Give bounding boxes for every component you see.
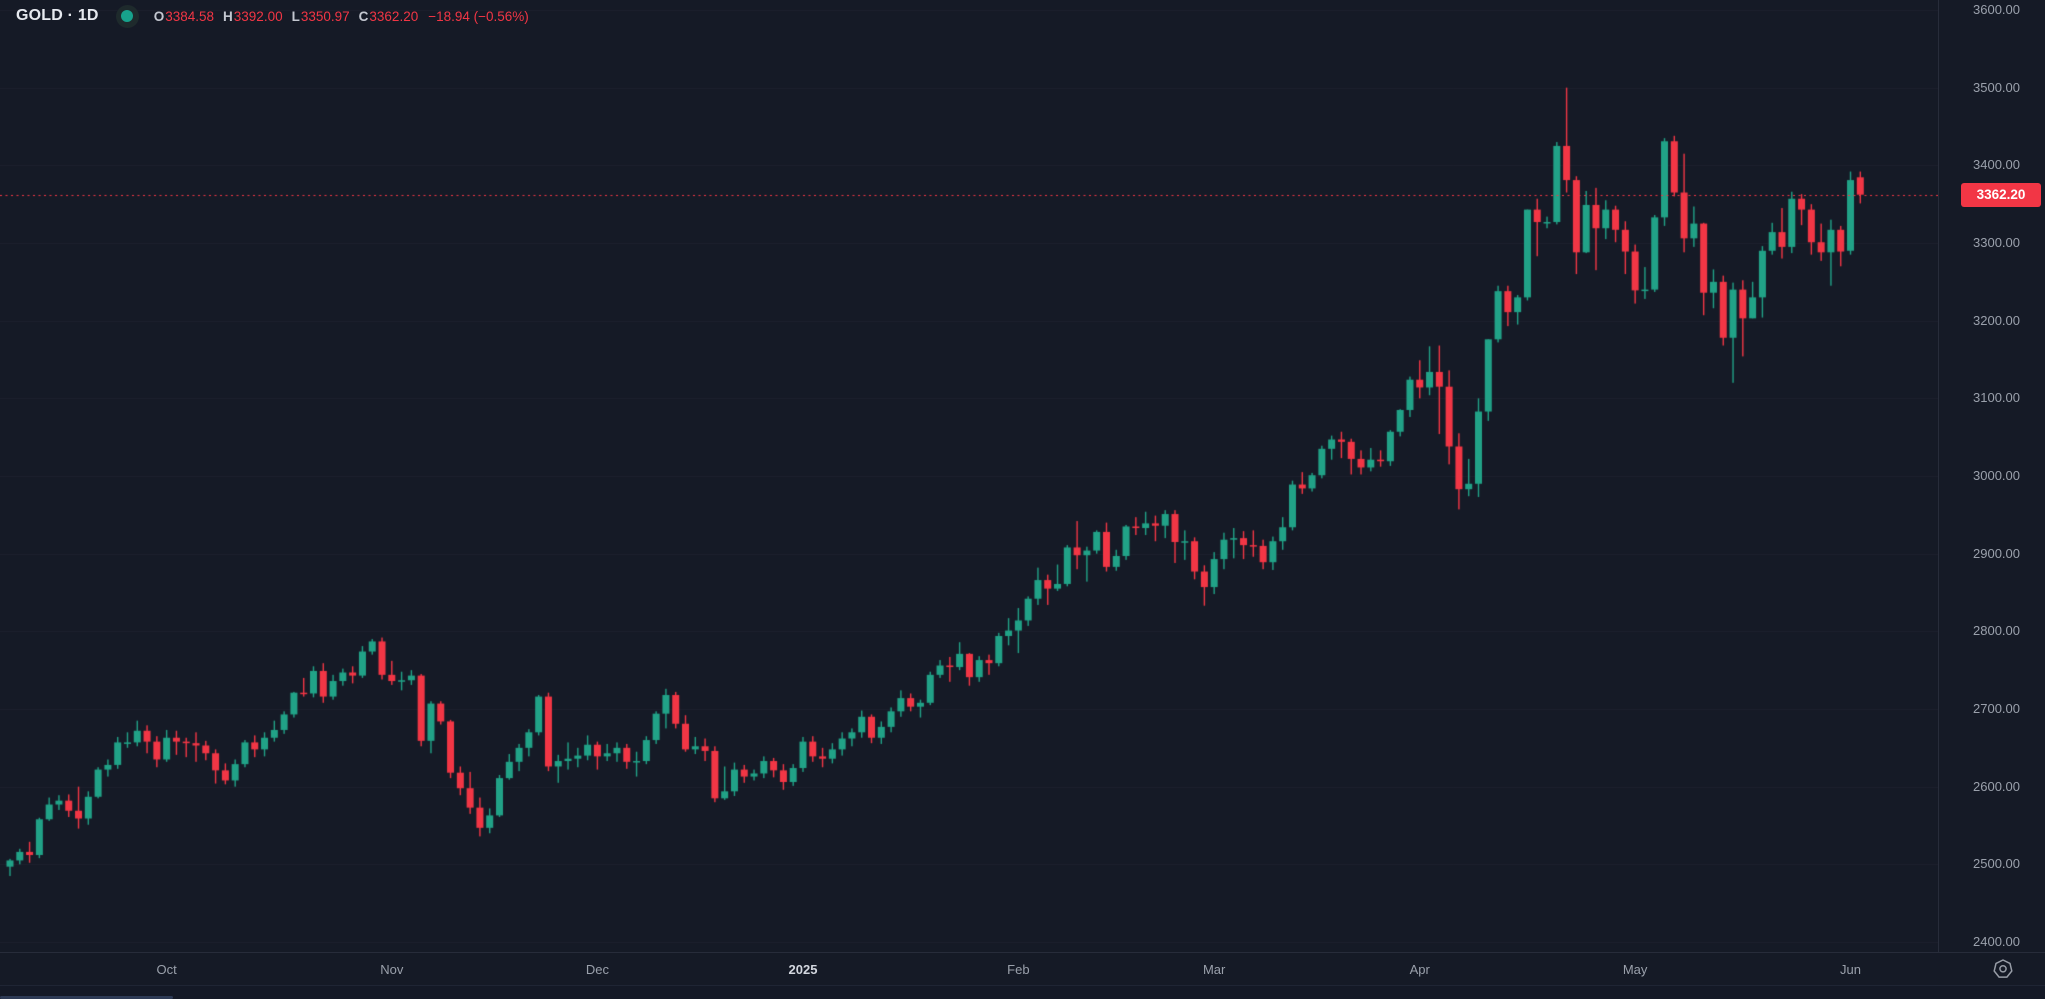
price-axis-label: 3600.00 xyxy=(1973,2,2020,17)
high-value: 3392.00 xyxy=(233,8,283,24)
open-value: 3384.58 xyxy=(165,8,215,24)
time-axis-label: Jun xyxy=(1840,962,1861,977)
symbol-logo-icon xyxy=(115,4,139,28)
price-change: −18.94 (−0.56%) xyxy=(428,8,529,24)
time-axis-label: Feb xyxy=(1007,962,1030,977)
price-axis-label: 3000.00 xyxy=(1973,468,2020,483)
price-axis-label: 3500.00 xyxy=(1973,79,2020,95)
price-axis-label: 3200.00 xyxy=(1973,312,2020,328)
time-axis-label: Nov xyxy=(380,962,404,977)
price-axis-label: 2400.00 xyxy=(1973,934,2020,949)
chart-legend: GOLD · 1D O 3384.58 H 3392.00 L 3350.97 … xyxy=(16,3,529,29)
time-axis-label: May xyxy=(1622,962,1648,977)
time-axis[interactable]: Oct Nov Dec 2025 Feb Mar Apr May Jun xyxy=(0,952,2045,986)
low-value: 3350.97 xyxy=(300,8,350,24)
price-axis-label: 2500.00 xyxy=(1973,856,2020,872)
price-axis[interactable]: 3362.20 3600.00 3500.00 3400.00 3300.00 3200… xyxy=(1938,0,2045,952)
close-value: 3362.20 xyxy=(369,8,419,24)
price-axis-label: 3300.00 xyxy=(1973,235,2020,250)
ohlc-readout: O 3384.58 H 3392.00 L 3350.97 C 3362.20 … xyxy=(154,9,529,24)
time-axis-label: Mar xyxy=(1202,962,1226,977)
price-axis-label: 2700.00 xyxy=(1973,701,2020,716)
scroll-indicator[interactable] xyxy=(0,996,173,999)
time-axis-label: Oct xyxy=(156,962,177,977)
settings-icon[interactable] xyxy=(1991,957,2015,981)
low-label: L xyxy=(291,8,300,24)
open-label: O xyxy=(153,8,165,24)
time-axis-label: Apr xyxy=(1409,962,1430,977)
time-axis-label: 2025 xyxy=(788,962,818,977)
symbol-title[interactable]: GOLD · 1D xyxy=(16,7,99,24)
last-price-badge: 3362.20 xyxy=(1961,182,2041,207)
high-label: H xyxy=(223,8,233,24)
price-axis-label: 3100.00 xyxy=(1973,390,2020,406)
bottom-toolbar-strip xyxy=(0,985,2045,999)
price-axis-label: 3400.00 xyxy=(1973,157,2020,173)
time-axis-label: Dec xyxy=(585,962,609,977)
price-axis-label: 2900.00 xyxy=(1973,545,2020,561)
price-axis-label: 2600.00 xyxy=(1973,778,2020,794)
candlestick-chart[interactable] xyxy=(0,0,1938,952)
close-label: C xyxy=(358,8,369,24)
price-axis-label: 2800.00 xyxy=(1973,623,2020,639)
